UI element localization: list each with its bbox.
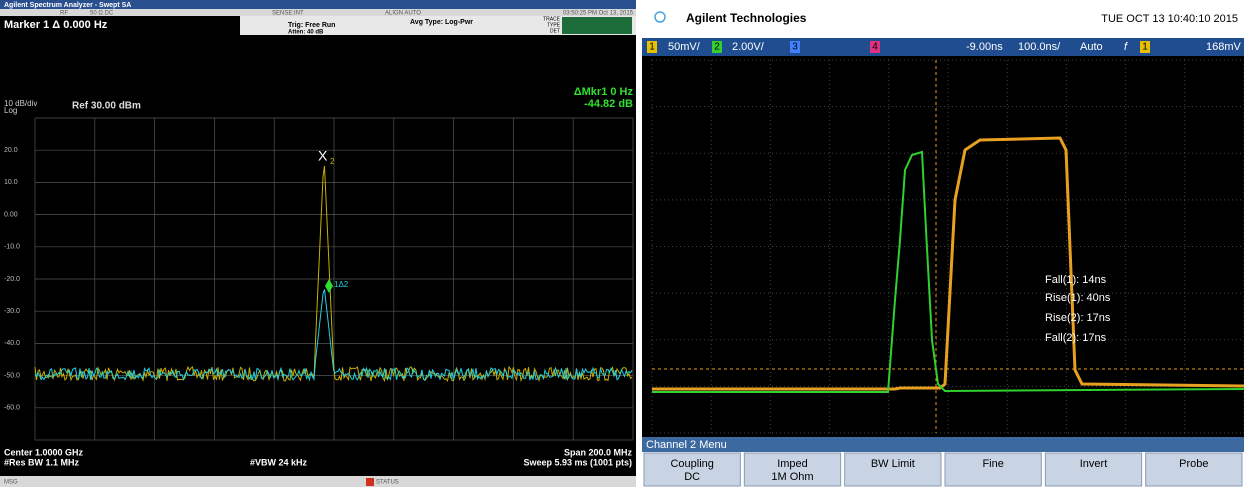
scope-timebase: 100.0ns/ — [1018, 41, 1061, 53]
scope-logo — [655, 12, 665, 22]
sa-status: SENSE:INT — [272, 11, 304, 17]
ch-label: 1 — [649, 42, 655, 53]
y-label: -60.0 — [4, 405, 20, 412]
softkey-value: DC — [684, 471, 700, 483]
softkey-label: Coupling — [670, 458, 713, 470]
softkey-label: Imped — [777, 458, 808, 470]
sa-span: Span 200.0 MHz — [564, 447, 633, 457]
y-label: -50.0 — [4, 372, 20, 379]
sa-marker-ref: X — [318, 148, 328, 164]
softkey-label: BW Limit — [871, 458, 915, 470]
sa-marker: Marker 1 Δ 0.000 Hz — [4, 19, 108, 31]
scope-trigger-mode: Auto — [1080, 41, 1103, 53]
softkey-label: Fine — [982, 458, 1003, 470]
ch-scale: 2.00V/ — [732, 41, 765, 53]
sa-delta-marker: ΔMkr1 0 Hz — [574, 86, 634, 98]
sa-msg: MSG — [4, 480, 18, 486]
measurement: Rise(1): 40ns — [1045, 292, 1111, 304]
ch-scale: 50mV/ — [668, 41, 701, 53]
y-label: -20.0 — [4, 276, 20, 283]
sa-status: ALIGN AUTO — [385, 11, 421, 17]
sa-status: RF — [60, 11, 68, 17]
sa-ifgain: IFGain:Low — [207, 30, 240, 36]
sa-status-icon — [366, 478, 374, 486]
y-label: -40.0 — [4, 340, 20, 347]
sa-avg: Avg Type: Log-Pwr — [410, 19, 473, 26]
y-label: 10.0 — [4, 179, 18, 186]
sa-msgbar — [0, 476, 636, 487]
sa-sweep: Sweep 5.93 ms (1001 pts) — [523, 457, 632, 467]
measurement: Rise(2): 17ns — [1045, 312, 1111, 324]
page: Agilent Spectrum Analyzer - Swept SA RF … — [0, 0, 1244, 487]
sa-marker-ref-sub: 2 — [330, 157, 335, 166]
sa-trace-row: DET — [550, 28, 560, 34]
measurement: Fall(2): 17ns — [1045, 332, 1107, 344]
softkey-value: 1M Ohm — [771, 471, 813, 483]
ch-label: 3 — [792, 42, 798, 53]
sa-scale-type: Log — [4, 106, 17, 115]
sa-center: Center 1.0000 GHz — [4, 447, 84, 457]
y-label: -10.0 — [4, 244, 20, 251]
ch-label: 4 — [872, 42, 878, 53]
sa-status: 50 Ω DC — [90, 11, 114, 17]
sa-delta-value: -44.82 dB — [584, 98, 633, 110]
sa-bg — [0, 0, 636, 487]
sa-title: Agilent Spectrum Analyzer - Swept SA — [4, 2, 131, 9]
y-label: 0.00 — [4, 211, 18, 218]
sa-rbw: #Res BW 1.1 MHz — [4, 457, 80, 467]
sa-status-label: STATUS — [376, 480, 399, 486]
measurement: Fall(1): 14ns — [1045, 274, 1107, 286]
screenshot: Agilent Spectrum Analyzer - Swept SA RF … — [0, 0, 1244, 487]
softkey-label: Probe — [1179, 458, 1208, 470]
menu-bar — [642, 437, 1244, 452]
y-label: -30.0 — [4, 308, 20, 315]
sa-atten: Atten: 40 dB — [288, 30, 324, 36]
ch-label: 2 — [714, 42, 720, 53]
sa-vbw: #VBW 24 kHz — [250, 457, 308, 467]
scope-delay: -9.00ns — [966, 41, 1003, 53]
ch-label: 1 — [1142, 42, 1148, 53]
y-label: 20.0 — [4, 147, 18, 154]
sa-status: 03:50:25 PM Oct 13, 2015 — [563, 11, 634, 17]
scope-trigger-level: 168mV — [1206, 41, 1242, 53]
sa-ref: Ref 30.00 dBm — [72, 101, 141, 112]
sa-trace-indicator — [562, 17, 632, 34]
sa-trig: Trig: Free Run — [288, 22, 335, 29]
sa-marker-label: 1Δ2 — [334, 280, 349, 289]
scope-brand: Agilent Technologies — [686, 11, 807, 25]
softkey-label: Invert — [1080, 458, 1108, 470]
menu-title: Channel 2 Menu — [646, 439, 727, 451]
scope-datetime: TUE OCT 13 10:40:10 2015 — [1101, 13, 1238, 25]
